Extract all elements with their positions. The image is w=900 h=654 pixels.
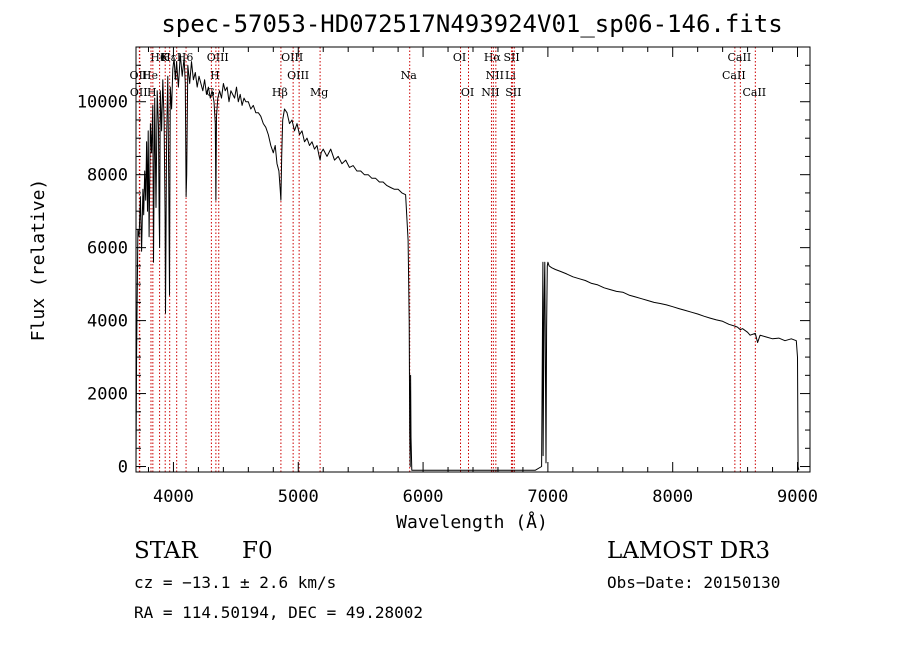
y-tick-label: 0 bbox=[118, 458, 128, 478]
line-marker-label-19: OII bbox=[130, 86, 148, 99]
ra-dec-coordinates: RA = 114.50194, DEC = 49.28002 bbox=[134, 603, 423, 622]
line-marker-label-25: NII bbox=[481, 86, 499, 99]
series-layer bbox=[136, 54, 799, 470]
axes: 4000 5000 6000 7000 8000 9000 0 2000 4000 6000 800… bbox=[77, 47, 818, 507]
line-marker-label-23: Mg bbox=[310, 86, 328, 99]
x-tick-label: 4000 bbox=[153, 487, 194, 507]
line-marker-label-3: H6 bbox=[177, 51, 194, 64]
line-marker-label-6: OI bbox=[453, 51, 466, 64]
line-marker-label-22: Hβ bbox=[272, 86, 288, 99]
line-marker-label-4: OIII bbox=[207, 51, 229, 64]
line-marker-label-5: OIII bbox=[281, 51, 303, 64]
x-axis-label: Wavelength (Å) bbox=[396, 511, 548, 533]
line-marker-label-16: NII bbox=[486, 69, 504, 82]
observation-date: Obs−Date: 20150130 bbox=[607, 573, 780, 592]
line-marker-label-20: H bbox=[147, 86, 157, 99]
object-class: STAR bbox=[134, 538, 198, 564]
line-marker-label-7: Hα bbox=[484, 51, 502, 64]
x-tick-label: 8000 bbox=[652, 487, 693, 507]
line-marker-label-26: SII bbox=[505, 86, 521, 99]
survey-label: LAMOST DR3 bbox=[607, 538, 770, 564]
y-tick-label: 10000 bbox=[77, 93, 128, 113]
y-axis-label: Flux (relative) bbox=[28, 179, 49, 342]
x-tick-label: 9000 bbox=[777, 487, 818, 507]
chart-title: spec-57053-HD072517N493924V01_sp06-146.f… bbox=[161, 10, 782, 38]
y-tick-label: 2000 bbox=[87, 385, 128, 405]
line-marker-label-18: CaII bbox=[722, 69, 746, 82]
object-subclass: F0 bbox=[242, 538, 273, 564]
line-marker-label-15: Na bbox=[401, 69, 418, 82]
redshift-cz: cz = −13.1 ± 2.6 km/s bbox=[134, 573, 336, 592]
x-tick-label: 5000 bbox=[278, 487, 319, 507]
series-spectrum bbox=[136, 54, 799, 470]
line-marker-label-11: He bbox=[142, 69, 158, 82]
y-tick-label: 6000 bbox=[87, 239, 128, 259]
line-marker-label-27: CaII bbox=[742, 86, 766, 99]
line-marker-label-24: OI bbox=[461, 86, 474, 99]
plot-frame bbox=[136, 47, 810, 472]
y-tick-label: 4000 bbox=[87, 312, 128, 332]
x-tick-label: 6000 bbox=[403, 487, 444, 507]
line-marker-label-9: CaII bbox=[728, 51, 752, 64]
y-tick-label: 8000 bbox=[87, 166, 128, 186]
line-marker-label-14: OIII bbox=[287, 69, 309, 82]
x-tick-label: 7000 bbox=[527, 487, 568, 507]
